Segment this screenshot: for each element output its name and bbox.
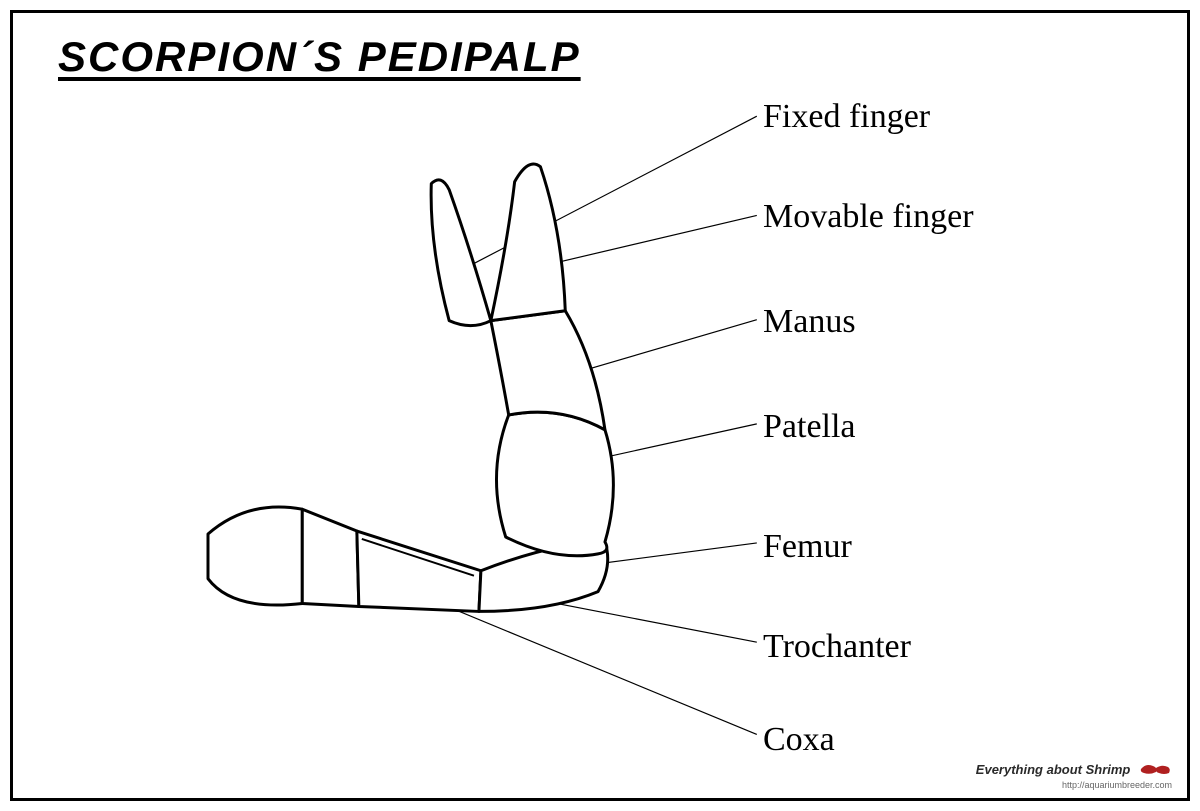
shape-fixed-finger [431,180,491,326]
label-manus: Manus [763,303,856,341]
label-femur: Femur [763,528,852,566]
shape-patella [496,412,613,556]
shrimp-icon [1138,761,1172,780]
shape-movable-finger [491,164,565,321]
label-movable-finger: Movable finger [763,198,974,236]
shape-coxa [302,509,359,606]
label-coxa: Coxa [763,721,835,759]
label-trochanter: Trochanter [763,628,911,666]
attribution-title: Everything about Shrimp [976,762,1131,777]
attribution: Everything about Shrimp http://aquariumb… [976,761,1172,790]
attribution-url: http://aquariumbreeder.com [976,780,1172,790]
label-fixed-finger: Fixed finger [763,98,930,136]
pedipalp-shapes [208,164,613,611]
diagram-frame: SCORPION´S PEDIPALP Fixed finger Movable… [10,10,1190,801]
shape-body-stub [208,507,302,605]
pedipalp-diagram [13,13,1187,798]
label-patella: Patella [763,408,856,446]
shape-manus [491,311,605,430]
